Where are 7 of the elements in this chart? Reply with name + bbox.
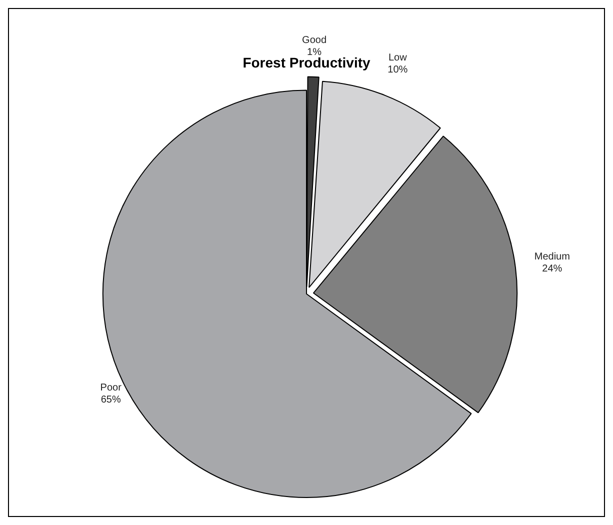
data-label: 10% <box>388 64 408 76</box>
data-label: 65% <box>100 394 121 406</box>
data-label: 24% <box>542 264 562 275</box>
slice-label: Low <box>388 52 408 64</box>
slice-label: Good <box>302 35 327 46</box>
slice-label: Medium <box>534 252 570 263</box>
slice-label: Poor <box>100 382 122 394</box>
